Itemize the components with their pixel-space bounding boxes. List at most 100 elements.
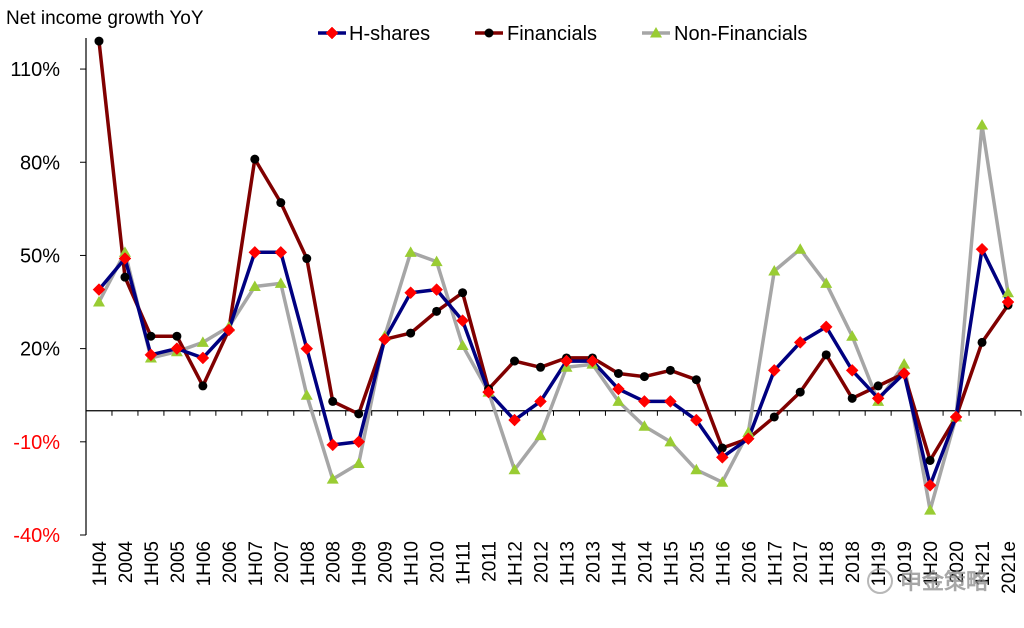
data-point-financials [328,396,338,406]
data-point-h-shares [871,391,885,405]
x-tick-label: 1H18 [817,541,838,586]
chart-title: Net income growth YoY [6,8,204,29]
x-tick-label: 2016 [739,541,760,583]
data-point-non-financials [248,280,261,291]
data-point-h-shares [975,242,989,256]
x-tick-label: 2018 [843,541,864,583]
legend-label-non-financials: Non-Financials [674,23,807,45]
data-point-h-shares [534,395,547,408]
data-point-financials [795,387,805,397]
data-point-h-shares [586,354,599,368]
series-line-h-shares [97,247,1010,488]
data-point-financials [847,393,857,403]
data-point-non-financials [898,358,911,369]
data-point-non-financials [456,339,469,351]
data-point-financials [977,337,987,347]
data-point-non-financials [534,429,547,441]
data-point-h-shares [352,435,366,449]
x-tick-label: 1H04 [90,541,111,587]
data-point-financials [250,154,260,164]
data-point-non-financials [716,476,729,487]
x-tick-label: 2004 [116,541,137,584]
data-point-non-financials [404,246,417,257]
legend-marker-h-shares [325,26,339,40]
data-point-h-shares [430,283,443,296]
x-tick-label: 1H07 [246,541,267,586]
watermark-text: 申金策略 [900,569,989,594]
data-point-non-financials [638,420,651,431]
legend-label-financials: Financials [507,23,597,45]
x-tick-label: 1H11 [454,541,475,585]
y-tick-label: -40% [13,525,60,547]
data-point-financials [146,331,156,341]
data-point-h-shares [767,364,781,377]
data-point-financials [198,381,208,391]
x-tick-label: 2020 [947,541,968,583]
data-point-h-shares [949,410,963,424]
data-point-financials [769,412,779,422]
data-point-h-shares [404,286,418,300]
x-tick-label: 1H14 [609,541,630,587]
x-tick-label: 1H17 [765,541,786,586]
data-point-financials [172,331,182,341]
y-tick-label: 110% [10,59,60,81]
data-point-h-shares [612,382,625,396]
data-point-h-shares [274,245,288,259]
data-point-h-shares [92,283,106,296]
x-tick-label: 2019 [895,541,916,583]
data-point-h-shares [664,395,677,408]
x-tick-label: 1H12 [506,541,527,586]
data-point-h-shares [845,364,859,377]
data-point-h-shares [638,395,651,408]
x-tick-labels: 1H04 2004 1H05 2005 1H06 2006 1H07 2007 1H08 2008… [90,541,1020,594]
x-tick-label: 1H09 [350,541,371,586]
x-tick-label: 1H16 [713,541,734,586]
data-point-h-shares [378,332,392,346]
data-point-financials [406,328,416,338]
data-point-h-shares [508,413,521,427]
data-point-financials [691,375,701,385]
data-point-non-financials [976,118,989,130]
data-point-non-financials [274,277,287,288]
data-point-non-financials [742,426,755,437]
data-point-h-shares [170,342,184,355]
data-point-financials [613,368,623,378]
watermark: 申金策略 [867,568,989,594]
data-point-h-shares [248,245,262,259]
data-point-h-shares [689,413,703,427]
x-tick-label: 1H19 [869,541,890,586]
data-point-financials [639,372,649,382]
x-tick-label: 1H05 [142,541,163,586]
watermark-logo-icon [867,568,893,594]
x-tick-label: 1H13 [557,541,578,586]
data-point-h-shares [222,323,236,337]
series-line-non-financials [97,123,1010,512]
data-point-h-shares [326,438,340,452]
x-tick-label: 2021e [999,541,1020,594]
data-point-financials [354,409,364,419]
data-point-non-financials [300,389,313,400]
data-point-financials [302,254,312,264]
data-point-financials [821,350,831,360]
data-point-non-financials [794,243,807,254]
x-tick-label: 2008 [324,541,345,583]
x-tick-label: 2014 [635,541,656,584]
legend-label-h-shares: H-shares [349,23,430,45]
x-tick-label: 2017 [791,541,812,583]
data-point-non-financials [924,504,937,515]
x-tick-label: 2006 [220,541,241,583]
data-point-financials [510,356,520,366]
data-point-h-shares [560,354,573,368]
data-point-h-shares [300,342,314,355]
x-tick-label: 2005 [168,541,189,583]
x-tick-label: 1H20 [921,541,942,586]
data-point-h-shares [118,252,132,265]
data-point-financials [665,365,675,375]
data-point-non-financials [846,330,859,341]
y-tick-label: -10% [13,432,60,454]
data-point-non-financials [196,336,209,347]
x-tick-label: 1H10 [402,541,423,586]
data-point-h-shares [144,348,158,362]
data-point-financials [94,36,104,46]
